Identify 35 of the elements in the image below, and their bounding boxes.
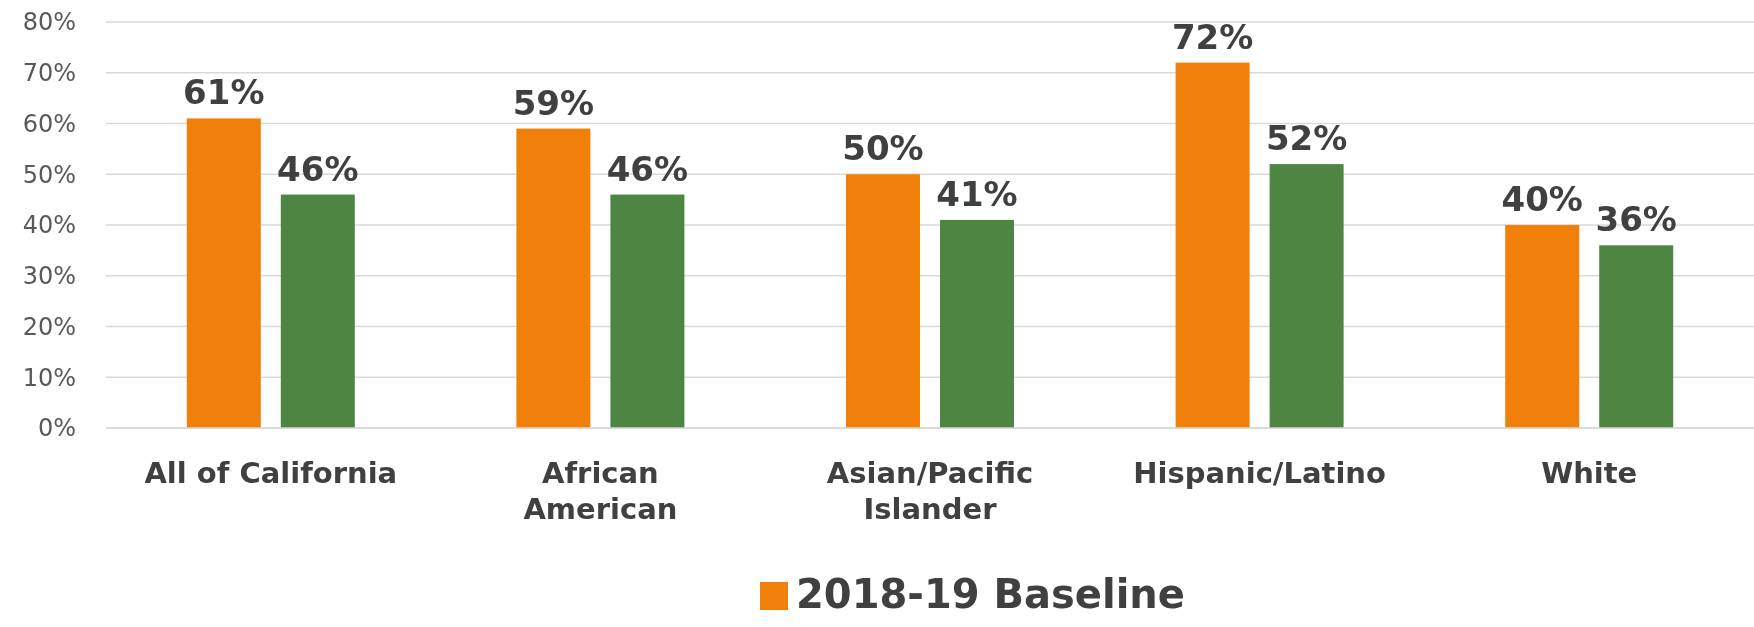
text: 40% [1501,179,1583,219]
y-tick-label: 60% [22,109,76,138]
x-tick-label: Hispanic/Latino [1133,456,1386,490]
y-tick-label: 0% [37,414,76,443]
y-tick-label: 70% [22,59,76,88]
y-tick-label: 40% [22,211,76,240]
bar [940,219,1014,428]
text: 36% [1595,199,1677,240]
text: 61% [183,72,265,113]
text: 52% [1265,118,1348,159]
bar [280,194,355,428]
text: 72% [1171,16,1254,57]
y-tick-label: 10% [22,363,76,392]
y-tick-label: 20% [22,312,76,341]
bar [1599,245,1674,428]
bar [1175,62,1250,428]
legend-label: 2018-19 Baseline [796,571,1185,617]
x-tick-label: All of California [144,456,398,490]
x-tick-label: Asian/Pacific Islander [826,456,1034,526]
bar [1269,164,1344,428]
bar [846,174,920,428]
bar [186,118,261,428]
x-tick-label: African American [523,456,678,526]
text: 41% [936,173,1018,214]
bar [610,194,685,428]
text: 46% [606,148,689,189]
x-tick-label: White [1541,456,1638,490]
bar [1505,225,1580,428]
y-tick-label: 50% [22,160,76,189]
y-tick-label: 80% [22,8,76,37]
text: 46% [277,148,359,189]
y-tick-label: 30% [22,262,76,291]
text: 59% [512,82,595,123]
text: 50% [842,128,924,169]
bar [516,128,591,428]
